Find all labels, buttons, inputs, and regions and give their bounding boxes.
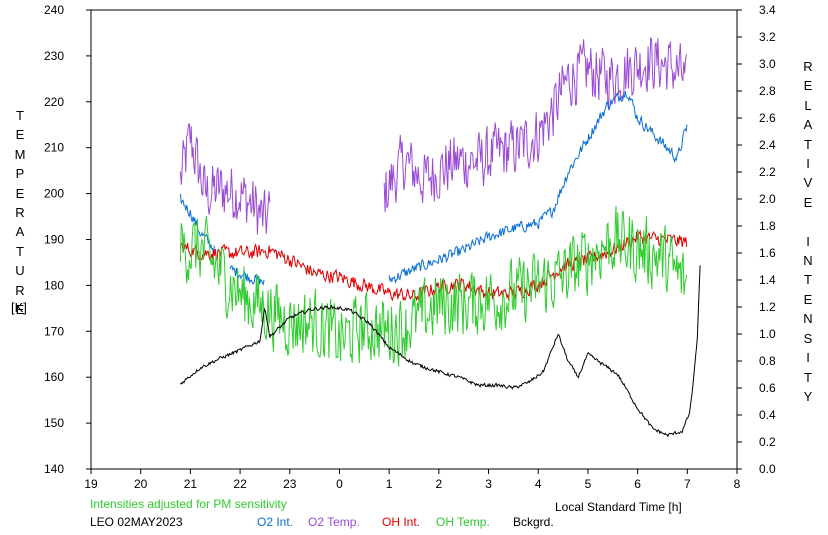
x-tick-label: 19 [84, 477, 98, 491]
y-right-tick-label: 2.8 [759, 84, 776, 98]
y-right-tick-label: 0.6 [759, 381, 776, 395]
y-left-tick-label: 220 [44, 95, 64, 109]
axis-label-letter: I [806, 350, 810, 366]
x-tick-label: 4 [535, 477, 542, 491]
axis-label-letter: E [15, 302, 25, 318]
legend-entry: O2 Int. [257, 515, 294, 529]
y-right-tick-label: 2.4 [759, 138, 776, 152]
y-left-tick-label: 200 [44, 187, 64, 201]
series-line-o2_temp [383, 37, 687, 213]
y-right-tick-label: 2.2 [759, 165, 776, 179]
y-left-tick-label: 210 [44, 141, 64, 155]
y-right-tick-label: 3.2 [759, 30, 776, 44]
axis-label-letter: E [15, 127, 25, 143]
y-left-tick-label: 240 [44, 3, 64, 17]
y-right-tick-label: 0.0 [759, 462, 776, 476]
y-right-tick-label: 0.2 [759, 435, 776, 449]
x-tick-label: 23 [283, 477, 297, 491]
y-left-tick-label: 160 [44, 370, 64, 384]
axis-label-letter: N [803, 253, 813, 269]
pm-sensitivity-note: Intensities adjusted for PM sensitivity [90, 497, 287, 511]
series-line-o2_int [229, 264, 265, 286]
axis-label-letter: M [14, 146, 26, 162]
y-right-tick-label: 3.4 [759, 3, 776, 17]
axis-label-letter: A [803, 117, 813, 133]
axis-label-letter: T [804, 369, 812, 385]
y-right-tick-label: 3.0 [759, 57, 776, 71]
series-line-o2_temp [179, 123, 271, 235]
axis-label-letter [800, 212, 816, 231]
y-left-unit-label: [K] [11, 300, 27, 315]
axis-label-letter: Y [803, 388, 813, 404]
axis-label-letter: T [804, 136, 812, 152]
axis-label-letter: I [806, 233, 810, 249]
y-right-tick-label: 1.2 [759, 300, 776, 314]
x-tick-label: 1 [386, 477, 393, 491]
axis-label-letter: E [803, 78, 813, 94]
legend-entry: O2 Temp. [308, 515, 360, 529]
x-tick-label: 22 [233, 477, 247, 491]
legend-entry: OH Temp. [436, 515, 490, 529]
x-axis-label: Local Standard Time [h] [555, 500, 682, 514]
y-right-tick-label: 0.8 [759, 354, 776, 368]
x-tick-label: 21 [184, 477, 198, 491]
x-tick-label: 0 [336, 477, 343, 491]
axis-label-letter: R [15, 282, 25, 298]
axis-label-letter: I [806, 156, 810, 172]
x-tick-label: 6 [634, 477, 641, 491]
y-right-tick-label: 1.8 [759, 219, 776, 233]
y-right-tick-label: 1.6 [759, 246, 776, 260]
station-date-label: LEO 02MAY2023 [90, 515, 183, 529]
y-left-tick-label: 230 [44, 49, 64, 63]
axis-label-letter: V [803, 175, 813, 191]
axis-label-letter: E [803, 291, 813, 307]
y-left-tick-label: 190 [44, 233, 64, 247]
axis-label-letter: E [803, 194, 813, 210]
y-right-tick-label: 0.4 [759, 408, 776, 422]
legend-entry: Bckgrd. [513, 515, 554, 529]
axis-label-letter: U [15, 263, 25, 279]
axis-label-letter: T [16, 243, 24, 259]
axis-label-letter: R [15, 205, 25, 221]
axis-label-letter: A [15, 224, 25, 240]
series-line-o2_int [388, 90, 688, 284]
series-line-bckgrd [179, 265, 701, 438]
axis-label-letter: L [804, 97, 812, 113]
y-left-tick-label: 170 [44, 324, 64, 338]
y-right-tick-label: 1.0 [759, 327, 776, 341]
y-left-tick-label: 140 [44, 462, 64, 476]
x-tick-label: 2 [436, 477, 443, 491]
series-layer [179, 37, 701, 438]
axis-label-letter: S [803, 330, 813, 346]
ticks-layer: 19 20 21 22 23 0 1 2 3 4 5 6 7 8140150160170180190200… [44, 3, 776, 491]
series-line-oh_temp [179, 205, 688, 367]
legend-entry: OH Int. [382, 515, 421, 529]
x-tick-label: 8 [734, 477, 741, 491]
axis-label-letter: T [804, 272, 812, 288]
axis-label-letter: R [803, 59, 813, 74]
y-right-tick-label: 2.6 [759, 111, 776, 125]
axis-label-letter: E [15, 185, 25, 201]
series-line-oh_int [179, 229, 688, 302]
x-tick-label: 20 [134, 477, 148, 491]
y-left-tick-label: 150 [44, 416, 64, 430]
y-right-tick-label: 2.0 [759, 192, 776, 206]
y-right-tick-label: 1.4 [759, 273, 776, 287]
axis-label-letter: N [803, 311, 813, 327]
x-tick-label: 5 [585, 477, 592, 491]
axis-label-letter: T [16, 108, 24, 123]
y-left-tick-label: 180 [44, 278, 64, 292]
axis-label-letter: P [15, 166, 25, 182]
x-tick-label: 7 [684, 477, 691, 491]
x-tick-label: 3 [485, 477, 492, 491]
